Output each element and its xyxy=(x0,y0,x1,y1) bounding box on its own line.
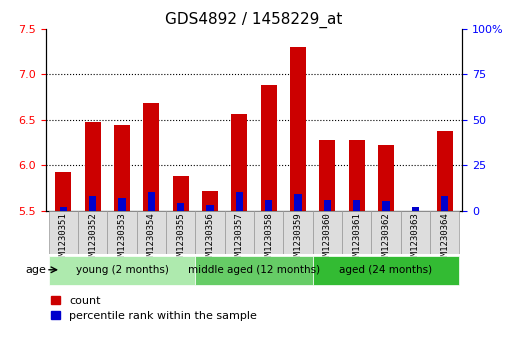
Bar xyxy=(196,211,225,254)
Bar xyxy=(225,211,254,254)
Bar xyxy=(202,191,218,211)
Bar xyxy=(342,211,371,254)
Bar xyxy=(312,211,342,254)
Text: GSM1230364: GSM1230364 xyxy=(440,213,449,266)
Bar xyxy=(378,145,394,211)
Bar xyxy=(49,256,196,285)
Bar xyxy=(236,192,243,211)
Text: GSM1230359: GSM1230359 xyxy=(294,213,302,266)
Text: GSM1230360: GSM1230360 xyxy=(323,213,332,266)
Bar xyxy=(411,207,419,211)
Bar xyxy=(324,200,331,211)
Text: aged (24 months): aged (24 months) xyxy=(339,265,433,275)
Bar xyxy=(261,85,277,211)
Bar xyxy=(383,201,390,211)
Bar xyxy=(294,194,302,211)
Text: GSM1230354: GSM1230354 xyxy=(147,213,156,266)
Bar xyxy=(348,140,365,211)
Text: GSM1230361: GSM1230361 xyxy=(352,213,361,266)
Text: GSM1230352: GSM1230352 xyxy=(88,213,97,266)
Bar xyxy=(89,196,97,211)
Bar xyxy=(371,211,401,254)
Bar xyxy=(78,211,107,254)
Text: GSM1230358: GSM1230358 xyxy=(264,213,273,266)
Bar xyxy=(137,211,166,254)
Bar xyxy=(196,256,312,285)
Bar xyxy=(290,47,306,211)
Bar xyxy=(49,211,78,254)
Bar xyxy=(231,114,247,211)
Bar xyxy=(265,200,272,211)
Bar xyxy=(254,211,283,254)
Text: GSM1230353: GSM1230353 xyxy=(117,213,126,266)
Bar xyxy=(283,211,312,254)
Bar xyxy=(85,122,101,211)
Text: GSM1230356: GSM1230356 xyxy=(206,213,214,266)
Text: GSM1230351: GSM1230351 xyxy=(59,213,68,266)
Bar xyxy=(177,203,184,211)
Bar xyxy=(353,200,360,211)
Bar xyxy=(312,256,459,285)
Text: age: age xyxy=(25,265,46,275)
Bar xyxy=(148,192,155,211)
Bar xyxy=(118,198,125,211)
Bar xyxy=(319,140,335,211)
Text: young (2 months): young (2 months) xyxy=(76,265,169,275)
Bar xyxy=(401,211,430,254)
Bar xyxy=(107,211,137,254)
Bar xyxy=(441,196,449,211)
Title: GDS4892 / 1458229_at: GDS4892 / 1458229_at xyxy=(165,12,343,28)
Text: middle aged (12 months): middle aged (12 months) xyxy=(188,265,320,275)
Legend: count, percentile rank within the sample: count, percentile rank within the sample xyxy=(51,296,257,321)
Bar xyxy=(55,172,72,211)
Bar xyxy=(166,211,196,254)
Text: GSM1230355: GSM1230355 xyxy=(176,213,185,266)
Bar xyxy=(173,176,189,211)
Text: GSM1230362: GSM1230362 xyxy=(382,213,391,266)
Bar xyxy=(206,205,214,211)
Bar xyxy=(114,125,130,211)
Bar xyxy=(143,103,160,211)
Text: GSM1230357: GSM1230357 xyxy=(235,213,244,266)
Bar xyxy=(430,211,459,254)
Text: GSM1230363: GSM1230363 xyxy=(411,213,420,266)
Bar xyxy=(436,131,453,211)
Bar xyxy=(59,207,67,211)
